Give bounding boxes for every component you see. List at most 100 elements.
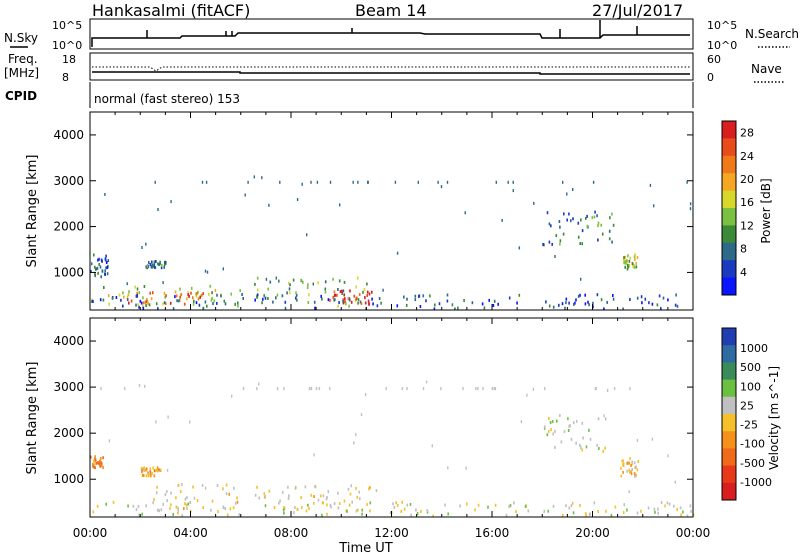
data-cell xyxy=(627,254,629,258)
data-cell xyxy=(142,296,144,300)
data-cell xyxy=(96,266,99,270)
colorbar-segment xyxy=(722,414,736,432)
data-cell xyxy=(630,464,632,467)
data-cell xyxy=(565,297,568,301)
data-cell xyxy=(282,508,285,512)
data-cell xyxy=(586,214,588,218)
data-cell xyxy=(622,307,624,311)
data-cell xyxy=(349,298,351,302)
data-cell xyxy=(158,263,160,266)
data-cell xyxy=(273,506,276,509)
data-cell xyxy=(106,266,109,269)
data-cell xyxy=(200,293,203,297)
data-cell xyxy=(355,296,358,300)
data-cell xyxy=(165,294,167,298)
data-cell xyxy=(308,387,311,391)
data-cell xyxy=(477,503,480,507)
data-cell xyxy=(196,292,198,295)
data-cell xyxy=(347,487,350,491)
data-cell xyxy=(579,443,581,447)
nave-label: Nave xyxy=(751,62,782,76)
data-cell xyxy=(653,204,655,208)
data-cell xyxy=(628,259,631,263)
data-cell xyxy=(237,301,239,305)
data-cell xyxy=(95,461,97,465)
data-cell xyxy=(236,500,239,504)
data-cell xyxy=(324,290,327,294)
data-cell xyxy=(392,502,394,506)
data-cell xyxy=(97,461,100,465)
data-cell xyxy=(185,503,188,507)
data-cell xyxy=(97,271,99,275)
data-cell xyxy=(160,508,163,512)
data-cell xyxy=(501,218,503,222)
data-cell xyxy=(284,306,287,310)
data-cell xyxy=(690,509,692,513)
data-cell xyxy=(267,287,269,291)
data-cell xyxy=(653,507,656,511)
data-cell xyxy=(410,513,412,517)
colorbar-segment xyxy=(722,208,736,226)
data-cell xyxy=(187,502,190,506)
data-cell xyxy=(174,290,177,294)
data-cell xyxy=(268,489,271,493)
colorbar-segment xyxy=(722,362,736,381)
data-cell xyxy=(640,509,642,513)
data-cell xyxy=(518,246,520,250)
data-cell xyxy=(353,441,355,445)
data-cell xyxy=(317,498,320,502)
velocity-x-ticks xyxy=(89,318,694,517)
data-cell xyxy=(345,302,347,306)
data-cell xyxy=(625,261,628,265)
data-cell xyxy=(420,510,422,513)
data-cell xyxy=(686,514,689,518)
data-cell xyxy=(352,180,354,184)
data-cell xyxy=(247,180,249,184)
data-cell xyxy=(546,211,549,215)
data-cell xyxy=(493,299,496,303)
data-cell xyxy=(332,295,335,299)
data-cell xyxy=(192,302,195,306)
data-cell xyxy=(242,297,244,300)
data-cell xyxy=(151,471,153,475)
data-cell xyxy=(359,497,361,501)
data-cell xyxy=(627,263,629,267)
data-cell xyxy=(333,290,336,294)
data-cell xyxy=(158,468,160,472)
station-title: Hankasalmi (fitACF) xyxy=(92,1,250,20)
data-cell xyxy=(567,429,570,432)
data-cell xyxy=(287,497,290,500)
data-cell xyxy=(289,283,291,287)
data-cell xyxy=(321,501,324,505)
data-cell xyxy=(620,466,622,470)
x-axis-label: Time UT xyxy=(338,541,392,554)
data-cell xyxy=(339,203,341,207)
velocity-y-label: Slant Range [km] xyxy=(25,362,40,475)
data-cell xyxy=(293,511,295,515)
data-cell xyxy=(95,267,98,271)
data-cell xyxy=(210,508,212,512)
data-cell xyxy=(425,299,427,303)
data-cell xyxy=(548,240,551,244)
data-cell xyxy=(187,293,189,297)
data-cell xyxy=(626,508,628,512)
data-cell xyxy=(338,502,341,505)
data-cell xyxy=(222,505,225,509)
data-cell xyxy=(184,497,187,501)
data-cell xyxy=(344,300,346,304)
data-cell xyxy=(635,262,637,266)
data-cell xyxy=(264,495,267,498)
data-cell xyxy=(612,294,614,297)
data-cell xyxy=(275,276,277,280)
data-cell xyxy=(204,486,207,490)
data-cell xyxy=(177,511,179,515)
data-cell xyxy=(337,288,339,291)
data-cell xyxy=(431,444,433,448)
data-cell xyxy=(94,458,97,462)
data-cell xyxy=(152,466,154,470)
colorbar-tick-label: -500 xyxy=(740,457,765,470)
data-cell xyxy=(166,499,168,503)
data-cell xyxy=(444,503,446,507)
data-cell xyxy=(264,296,267,300)
data-cell xyxy=(225,483,228,487)
